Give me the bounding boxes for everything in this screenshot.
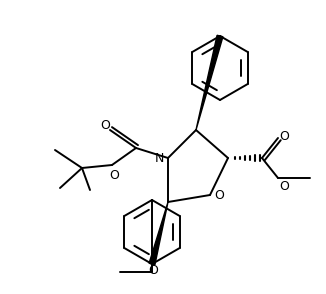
Text: O: O: [279, 180, 289, 193]
Polygon shape: [196, 35, 223, 130]
Text: O: O: [279, 129, 289, 143]
Text: O: O: [109, 168, 119, 181]
Text: O: O: [100, 118, 110, 131]
Text: O: O: [214, 188, 224, 201]
Text: N: N: [154, 151, 164, 165]
Text: O: O: [148, 263, 158, 276]
Polygon shape: [149, 202, 168, 265]
